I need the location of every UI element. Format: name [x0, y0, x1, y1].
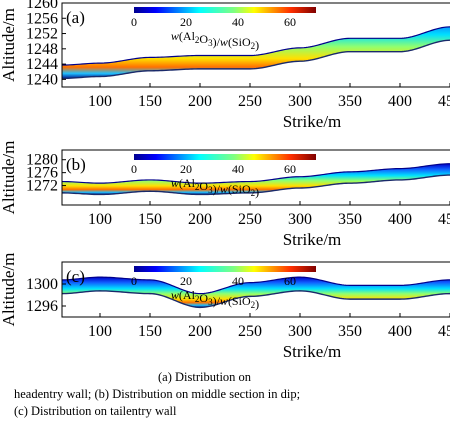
x-tick-label: 400: [388, 211, 412, 228]
x-tick-label: 450: [438, 211, 450, 228]
colorbar-tick-label: 20: [180, 15, 192, 29]
colorbar: [134, 266, 316, 272]
x-tick-label: 450: [438, 93, 450, 110]
x-tick-label: 400: [388, 323, 412, 340]
x-tick-label: 150: [138, 323, 162, 340]
plot-frame: [61, 261, 450, 318]
x-tick-label: 300: [288, 93, 312, 110]
seam-band-group: [62, 163, 450, 196]
y-tick-label: 1276: [26, 165, 58, 182]
x-tick-label: 100: [88, 323, 112, 340]
x-tick-label: 350: [338, 93, 362, 110]
y-tick-label: 1256: [26, 10, 58, 27]
x-axis-title: Strike/m: [283, 112, 342, 131]
x-tick-label: 200: [188, 323, 212, 340]
y-axis-title: Altitude/m: [0, 141, 18, 215]
caption-line-1: (a) Distribution on: [158, 370, 252, 384]
colorbar-label: w(Al2O3)/w(SiO2): [171, 288, 259, 311]
y-tick-label: 1240: [26, 71, 58, 88]
x-tick-label: 100: [88, 211, 112, 228]
y-tick-label: 1280: [26, 152, 58, 169]
y-axis-title: Altitude/m: [0, 8, 18, 82]
plot-frame: [61, 2, 450, 88]
plot-frame: [61, 149, 450, 206]
seam-roof-line: [62, 163, 450, 184]
panel-tag: (c): [66, 267, 85, 286]
x-tick-label: 200: [188, 93, 212, 110]
panel-tag: (b): [66, 155, 86, 174]
x-tick-label: 250: [238, 211, 262, 228]
x-tick-label: 300: [288, 211, 312, 228]
colorbar-tick-label: 60: [284, 274, 296, 288]
x-tick-label: 100: [88, 93, 112, 110]
figure-caption: (a) Distribution on headentry wall; (b) …: [14, 370, 300, 418]
x-axis-title: Strike/m: [283, 230, 342, 249]
x-tick-label: 200: [188, 211, 212, 228]
y-tick-label: 1272: [26, 178, 58, 195]
panel-tag: (a): [66, 8, 85, 27]
seam-floor-line: [62, 290, 450, 309]
y-axis-title: Altitude/m: [0, 253, 18, 327]
colorbar-label: w(Al2O3)/w(SiO2): [171, 29, 259, 52]
seam-band: [62, 163, 450, 195]
y-tick-label: 1260: [26, 0, 58, 12]
x-tick-label: 400: [388, 93, 412, 110]
y-tick-label: 1296: [26, 298, 58, 315]
colorbar-tick-label: 40: [232, 15, 244, 29]
y-tick-label: 1244: [26, 56, 58, 73]
colorbar-tick-label: 60: [284, 162, 296, 176]
chart-panel-1: 1001502002503003504004505005501240124412…: [0, 0, 450, 131]
colorbar-tick-label: 0: [131, 15, 137, 29]
seam-floor-line: [62, 39, 450, 80]
colorbar-label: w(Al2O3)/w(SiO2): [171, 176, 259, 199]
colorbar: [134, 7, 316, 13]
seam-band-group: [62, 26, 450, 80]
x-tick-label: 150: [138, 211, 162, 228]
x-tick-label: 150: [138, 93, 162, 110]
seam-floor-line: [62, 174, 450, 196]
seam-band: [62, 26, 450, 79]
caption-line-2: headentry wall; (b) Distribution on midd…: [14, 387, 300, 401]
seam-roof-line: [62, 26, 450, 66]
x-axis-title: Strike/m: [283, 342, 342, 361]
colorbar-tick-label: 0: [131, 162, 137, 176]
seam-roof-line: [62, 276, 450, 295]
x-tick-label: 450: [438, 323, 450, 340]
y-tick-label: 1252: [26, 26, 58, 43]
chart-panel-2: 1001502002503003504004505005501272127612…: [0, 141, 450, 249]
seam-band-group: [62, 276, 450, 309]
colorbar-tick-label: 0: [131, 274, 137, 288]
colorbar-tick-label: 40: [232, 162, 244, 176]
chart-panels: 1001502002503003504004505005501240124412…: [0, 0, 450, 361]
seam-band: [62, 277, 450, 308]
x-tick-label: 300: [288, 323, 312, 340]
colorbar-tick-label: 60: [284, 15, 296, 29]
y-tick-label: 1300: [26, 276, 58, 293]
y-tick-label: 1248: [26, 41, 58, 58]
colorbar-tick-label: 20: [180, 162, 192, 176]
x-tick-label: 250: [238, 93, 262, 110]
x-tick-label: 350: [338, 323, 362, 340]
x-tick-label: 250: [238, 323, 262, 340]
colorbar-tick-label: 40: [232, 274, 244, 288]
colorbar: [134, 154, 316, 160]
colorbar-tick-label: 20: [180, 274, 192, 288]
x-tick-label: 350: [338, 211, 362, 228]
chart-panel-3: 10015020025030035040045050055012961300St…: [0, 253, 450, 361]
caption-line-3: (c) Distribution on tailentry wall: [14, 404, 177, 418]
